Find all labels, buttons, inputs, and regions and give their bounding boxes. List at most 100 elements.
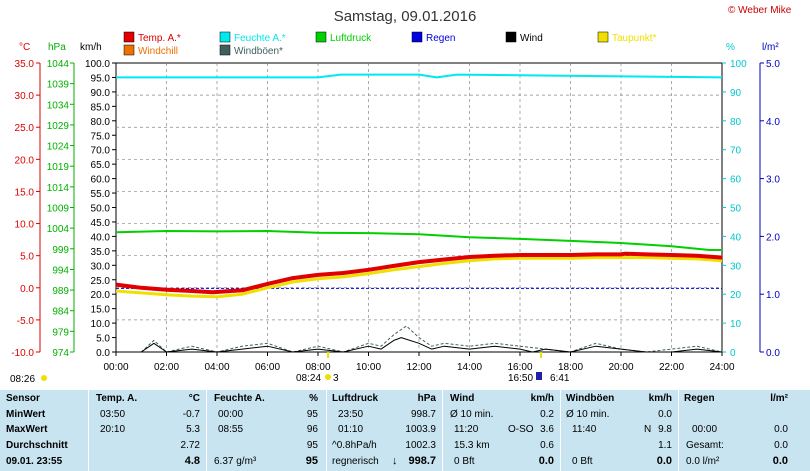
axis-unit-labels: °C hPa km/h% l/m² bbox=[19, 42, 779, 53]
humidity-tick-label: 70 bbox=[730, 146, 742, 157]
x-tick-label: 10:00 bbox=[356, 362, 381, 373]
wind-tick-label: 60.0 bbox=[91, 175, 111, 186]
temp-tick-label: 25.0 bbox=[15, 123, 35, 134]
temp-tick-label: 30.0 bbox=[15, 91, 35, 102]
legend-label: Taupunkt* bbox=[612, 33, 657, 44]
x-tick-label: 12:00 bbox=[406, 362, 431, 373]
temp-tick-label: 0.0 bbox=[20, 284, 34, 295]
header-gusts: Windböen bbox=[566, 393, 615, 404]
x-tick-label: 04:00 bbox=[204, 362, 229, 373]
temp-tick-label: 10.0 bbox=[15, 220, 35, 231]
sun-markers: 08:26 08:24 3 16:50 6:41 bbox=[10, 352, 570, 385]
avg-pressure-value: 1002.3 bbox=[405, 440, 436, 451]
current-absolute-humidity: 6.37 g/m³ bbox=[214, 456, 257, 467]
pressure-down-arrow-icon: ↓ bbox=[392, 455, 398, 467]
current-humidity-value: 95 bbox=[305, 455, 318, 467]
pressure-forecast: regnerisch bbox=[332, 456, 379, 467]
max-rain-value: 0.0 bbox=[774, 424, 788, 435]
legend-label: Windchill bbox=[138, 46, 178, 57]
humidity-unit-label: % bbox=[726, 42, 735, 53]
rain-unit-label: l/m² bbox=[762, 42, 779, 53]
sunrise-time-label: 08:26 bbox=[10, 374, 35, 385]
x-tick-label: 22:00 bbox=[659, 362, 684, 373]
avg-gusts-value: 1.1 bbox=[658, 440, 672, 451]
series-line-windb-en bbox=[116, 325, 723, 353]
pressure-tick-label: 1024 bbox=[47, 142, 70, 153]
humidity-tick-label: 10 bbox=[730, 319, 742, 330]
wind-tick-label: 20.0 bbox=[91, 290, 111, 301]
wind-tick-label: 80.0 bbox=[91, 117, 111, 128]
legend-label: Temp. A.* bbox=[138, 33, 181, 44]
max-wind-value: 3.6 bbox=[540, 424, 554, 435]
max-temp-time: 20:10 bbox=[100, 424, 126, 435]
summary-table: Sensor Temp. A. °C Feuchte A. % Luftdruc… bbox=[0, 390, 810, 471]
max-wind-time: 11:20 bbox=[454, 424, 479, 435]
wind-tick-label: 85.0 bbox=[91, 102, 111, 113]
series-line-feuchte-a bbox=[116, 73, 723, 79]
legend-swatch bbox=[597, 31, 609, 43]
pressure-tick-label: 1014 bbox=[47, 183, 70, 194]
min-temp-time: 03:50 bbox=[100, 409, 126, 420]
header-temp: Temp. A. bbox=[96, 393, 138, 404]
humidity-tick-label: 100 bbox=[730, 59, 747, 70]
plot-grid bbox=[115, 62, 723, 353]
header-pressure: Luftdruck bbox=[332, 393, 379, 404]
pressure-tick-label: 1034 bbox=[47, 100, 70, 111]
temp-tick-label: -10.0 bbox=[11, 348, 34, 359]
pressure-tick-label: 994 bbox=[52, 265, 69, 276]
avg-row-label: Durchschnitt bbox=[6, 440, 68, 451]
wind-tick-label: 75.0 bbox=[91, 131, 111, 142]
min-row-label: MinWert bbox=[6, 409, 46, 420]
max-rain-time: 00:00 bbox=[692, 424, 718, 435]
pressure-tick-label: 974 bbox=[52, 348, 69, 359]
wind-tick-label: 15.0 bbox=[91, 305, 111, 316]
x-tick-label: 24:00 bbox=[709, 362, 734, 373]
series-line-taupunkt bbox=[115, 256, 723, 299]
humidity-tick-label: 0 bbox=[730, 348, 736, 359]
wind-tick-label: 65.0 bbox=[91, 160, 111, 171]
pressure-tick-label: 1029 bbox=[47, 121, 70, 132]
current-pressure-value: 998.7 bbox=[408, 455, 436, 467]
x-tick-label: 00:00 bbox=[103, 362, 128, 373]
pressure-tick-label: 984 bbox=[52, 307, 69, 318]
legend-label: Regen bbox=[426, 33, 455, 44]
current-wind-bft: 0 Bft bbox=[454, 456, 475, 467]
current-timestamp: 09.01. 23:55 bbox=[6, 456, 63, 467]
legend-label: Luftdruck bbox=[330, 33, 372, 44]
current-temp-value: 4.8 bbox=[184, 455, 200, 467]
temp-tick-label: 15.0 bbox=[15, 187, 35, 198]
sunset-time-label: 16:50 bbox=[508, 373, 533, 384]
pressure-tick-label: 1009 bbox=[47, 204, 70, 215]
min-temp-value: -0.7 bbox=[182, 409, 200, 420]
min-pressure-value: 998.7 bbox=[410, 409, 436, 420]
legend-label: Feuchte A.* bbox=[234, 33, 286, 44]
max-gusts-time: 11:40 bbox=[572, 424, 597, 435]
min-gusts-value: 0.0 bbox=[658, 409, 672, 420]
series-line-temp-a bbox=[115, 251, 723, 295]
current-rain-value: 0.0 bbox=[772, 455, 788, 467]
wind-tick-label: 30.0 bbox=[91, 261, 111, 272]
header-pressure-unit: hPa bbox=[417, 393, 436, 404]
header-humidity-unit: % bbox=[309, 393, 318, 404]
max-gusts-value: 9.8 bbox=[658, 424, 672, 435]
humidity-tick-label: 60 bbox=[730, 175, 742, 186]
wind-tick-label: 90.0 bbox=[91, 88, 111, 99]
wind-tick-label: 50.0 bbox=[91, 204, 111, 215]
header-wind-unit: km/h bbox=[530, 393, 554, 404]
x-tick-label: 06:00 bbox=[255, 362, 280, 373]
rain-tick-label: 4.0 bbox=[766, 117, 780, 128]
series-line-luftdruck bbox=[115, 230, 722, 251]
header-humidity: Feuchte A. bbox=[214, 393, 265, 404]
min-pressure-time: 23:50 bbox=[338, 409, 364, 420]
wind-distance: 15.3 km bbox=[454, 440, 490, 451]
moon-icon bbox=[536, 372, 542, 380]
humidity-tick-label: 40 bbox=[730, 232, 742, 243]
wind-tick-label: 0.0 bbox=[96, 348, 110, 359]
pressure-tick-label: 1019 bbox=[47, 162, 70, 173]
header-rain: Regen bbox=[684, 393, 715, 404]
min-humidity-time: 00:00 bbox=[218, 409, 244, 420]
pressure-tick-label: 1039 bbox=[47, 80, 70, 91]
temp-tick-label: 35.0 bbox=[15, 59, 35, 70]
legend-swatch bbox=[123, 44, 135, 56]
series-line-wind bbox=[116, 337, 723, 353]
